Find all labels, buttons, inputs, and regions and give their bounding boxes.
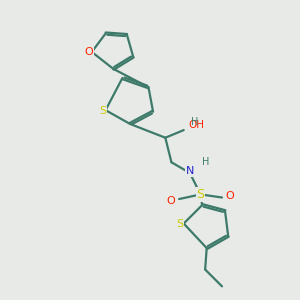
Text: OH: OH bbox=[188, 121, 204, 130]
Text: N: N bbox=[186, 167, 194, 176]
Text: O: O bbox=[84, 47, 93, 57]
Text: O: O bbox=[167, 196, 176, 206]
Text: S: S bbox=[176, 218, 184, 229]
Text: H: H bbox=[191, 117, 199, 128]
Text: O: O bbox=[226, 191, 234, 201]
Text: S: S bbox=[196, 188, 205, 201]
Text: S: S bbox=[99, 106, 106, 116]
Text: H: H bbox=[202, 157, 209, 167]
